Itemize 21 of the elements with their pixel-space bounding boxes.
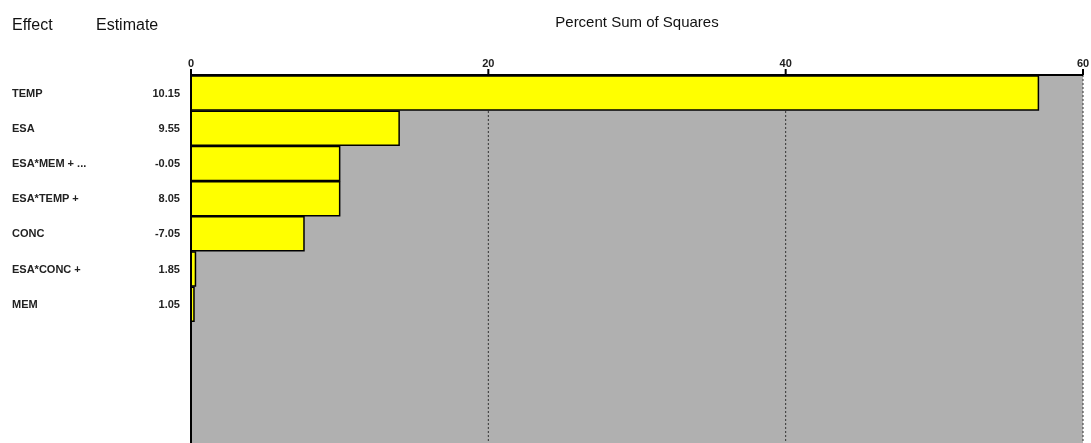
y-tick-label: CONC bbox=[12, 227, 45, 240]
y2-tick-label: 1.05 bbox=[158, 297, 180, 310]
y2-axis-title: Estimate bbox=[96, 16, 159, 34]
x-tick-label: 0 bbox=[187, 57, 195, 69]
x-tick-label: 60 bbox=[1076, 57, 1090, 69]
y-tick-label: ESA bbox=[12, 121, 35, 134]
y-tick-label: ESA*TEMP + bbox=[12, 192, 79, 205]
x-axis-title: Percent Sum of Squares bbox=[555, 12, 719, 30]
y-tick-label: TEMP bbox=[12, 86, 43, 99]
y-tick-label: ESA*MEM + ... bbox=[12, 157, 87, 170]
y2-tick-label: 9.55 bbox=[158, 121, 180, 134]
x-tick-label: 40 bbox=[779, 57, 792, 69]
y2-tick-label: 1.85 bbox=[158, 262, 180, 275]
x-tick-label: 20 bbox=[482, 57, 495, 69]
y2-tick-label: -7.05 bbox=[154, 227, 180, 240]
y2-tick-label: 8.05 bbox=[158, 192, 180, 205]
y-tick-label: ESA*CONC + bbox=[12, 262, 81, 275]
y-tick-label: MEM bbox=[12, 297, 38, 310]
y2-tick-label: 10.15 bbox=[152, 86, 180, 99]
y2-tick-label: -0.05 bbox=[154, 157, 180, 170]
y-axis-title: Effect bbox=[12, 16, 53, 34]
